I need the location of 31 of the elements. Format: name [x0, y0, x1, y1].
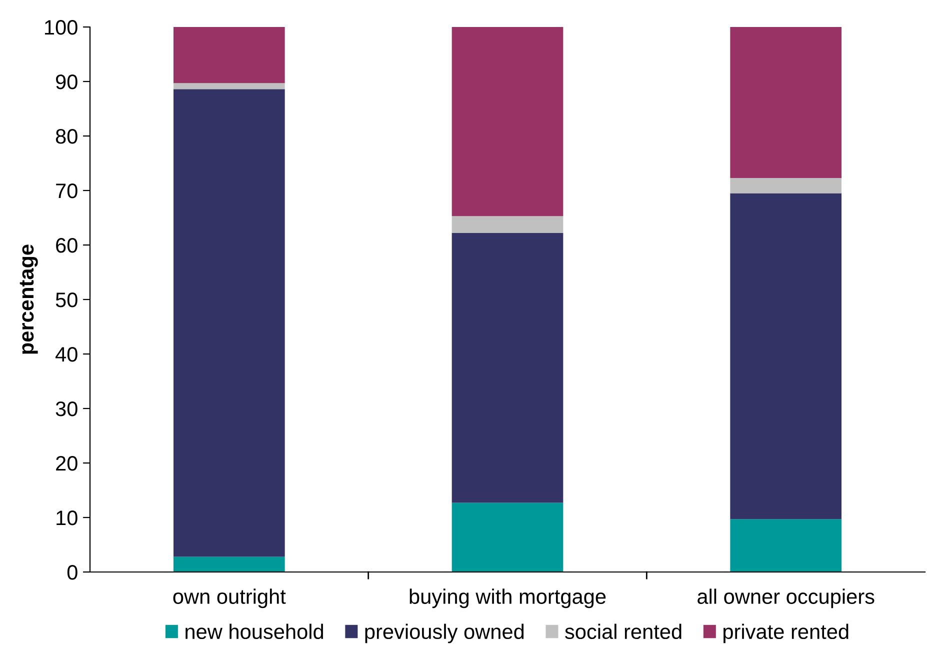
- y-tick-label: 60: [56, 238, 78, 253]
- y-tick-label: 40: [56, 347, 78, 362]
- y-tick-label: 70: [56, 184, 78, 198]
- bar: [174, 27, 285, 84]
- bar: [174, 556, 285, 572]
- x-tick-label: own outright: [173, 588, 286, 608]
- bar: [174, 83, 285, 90]
- bar: [452, 216, 564, 234]
- bar: [730, 193, 842, 520]
- legend-label: social rented: [565, 624, 682, 640]
- bar: [730, 519, 842, 572]
- y-tick-label: 10: [56, 510, 78, 526]
- x-tick-label: all owner occupiers: [698, 588, 874, 608]
- bar: [452, 27, 564, 216]
- y-tick-label: 30: [56, 402, 78, 416]
- y-tick-label: 100: [45, 20, 78, 35]
- bar: [452, 502, 564, 572]
- y-axis-title: percentage: [20, 244, 38, 354]
- bar: [452, 233, 564, 503]
- legend-label: previously owned: [365, 624, 524, 644]
- x-tick-label: buying with mortgage: [410, 588, 606, 608]
- y-tick-label: 90: [56, 74, 78, 90]
- bar: [174, 89, 285, 557]
- legend-label: private rented: [724, 624, 848, 644]
- y-tick-label: 0: [67, 565, 78, 580]
- y-tick-label: 20: [56, 456, 78, 471]
- bar: [730, 27, 842, 178]
- legend-label: new household: [186, 624, 324, 640]
- y-tick-label: 50: [56, 292, 78, 308]
- y-tick-label: 80: [56, 129, 78, 144]
- bar: [730, 178, 842, 194]
